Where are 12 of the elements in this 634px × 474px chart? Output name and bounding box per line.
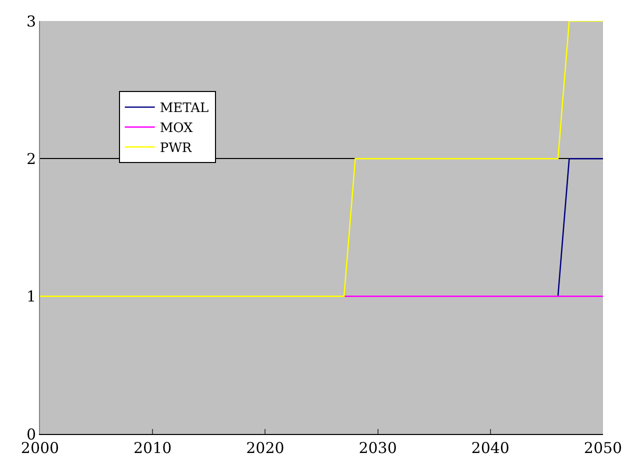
y-tick-label: 3 — [26, 12, 36, 30]
legend-label: METAL — [160, 101, 209, 116]
y-tick-label: 2 — [26, 150, 36, 168]
x-tick-label: 2040 — [471, 439, 510, 457]
y-tick-label: 1 — [26, 288, 36, 306]
x-tick-label: 2000 — [20, 439, 60, 457]
x-tick-label: 2030 — [358, 439, 397, 457]
x-tick-label: 2050 — [584, 439, 622, 457]
x-tick-label: 2010 — [134, 439, 172, 457]
legend-label: PWR — [160, 141, 193, 156]
legend-label: MOX — [160, 121, 194, 136]
x-tick-label: 2020 — [246, 439, 284, 457]
